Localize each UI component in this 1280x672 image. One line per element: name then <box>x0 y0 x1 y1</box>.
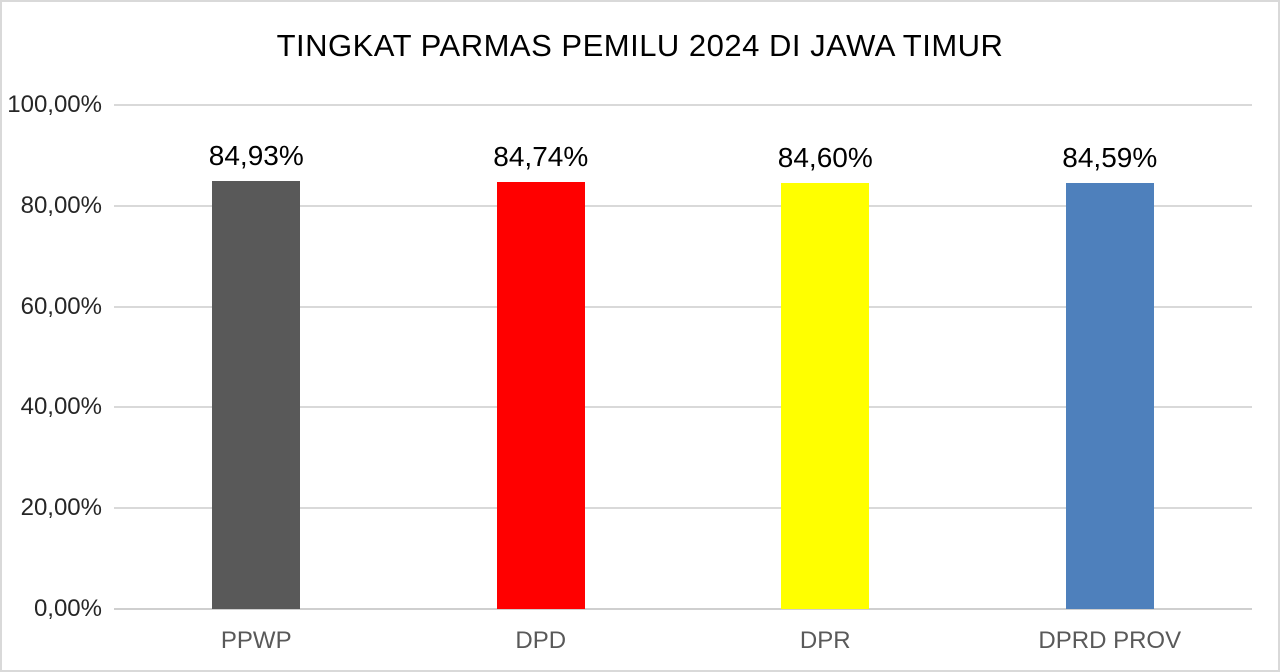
y-axis-tick-label: 20,00% <box>20 494 102 522</box>
x-axis-category-label: PPWP <box>220 627 292 654</box>
bar-dpd <box>496 181 585 609</box>
y-axis-tick-label: 80,00% <box>20 191 102 219</box>
y-axis-tick-label: 0,00% <box>33 595 102 622</box>
gridline <box>114 507 1252 510</box>
chart-title: TINGKAT PARMAS PEMILU 2024 DI JAWA TIMUR <box>276 28 1004 63</box>
bar-value-label: 84,59% <box>1062 141 1158 173</box>
bar-group-ppwp: 84,93% <box>114 105 399 609</box>
gridline <box>114 104 1252 106</box>
bar-group-dpd: 84,74% <box>399 105 684 609</box>
bar-group-dprd-prov: 84,59% <box>968 105 1253 609</box>
bar-ppwp <box>212 180 301 609</box>
gridline <box>114 305 1252 308</box>
bar-dpr <box>781 182 870 609</box>
y-axis-tick-label: 60,00% <box>20 292 102 320</box>
gridline <box>114 204 1252 207</box>
bar-dprd-prov <box>1065 182 1154 609</box>
plot-area: 84,93% 84,74% 84,60% 84,59% <box>114 104 1252 610</box>
x-axis-category-label: DPRD PROV <box>1038 627 1182 654</box>
bar-value-label: 84,93% <box>208 139 304 171</box>
x-axis: PPWP DPD DPR DPRD PROV <box>114 627 1252 655</box>
y-axis: 100,00% 80,00% 60,00% 40,00% 20,00% 0,00… <box>2 91 102 622</box>
x-axis-category-label: DPD <box>515 627 567 654</box>
y-axis-tick-label: 40,00% <box>20 393 102 421</box>
x-axis-line <box>114 608 1252 610</box>
x-axis-category-label: DPR <box>799 627 851 654</box>
gridline <box>114 406 1252 409</box>
bar-value-label: 84,74% <box>493 140 589 172</box>
bar-group-dpr: 84,60% <box>683 105 968 609</box>
y-axis-tick-label: 100,00% <box>7 91 102 118</box>
bar-value-label: 84,60% <box>777 141 873 173</box>
bars-row: 84,93% 84,74% 84,60% 84,59% <box>114 105 1252 609</box>
